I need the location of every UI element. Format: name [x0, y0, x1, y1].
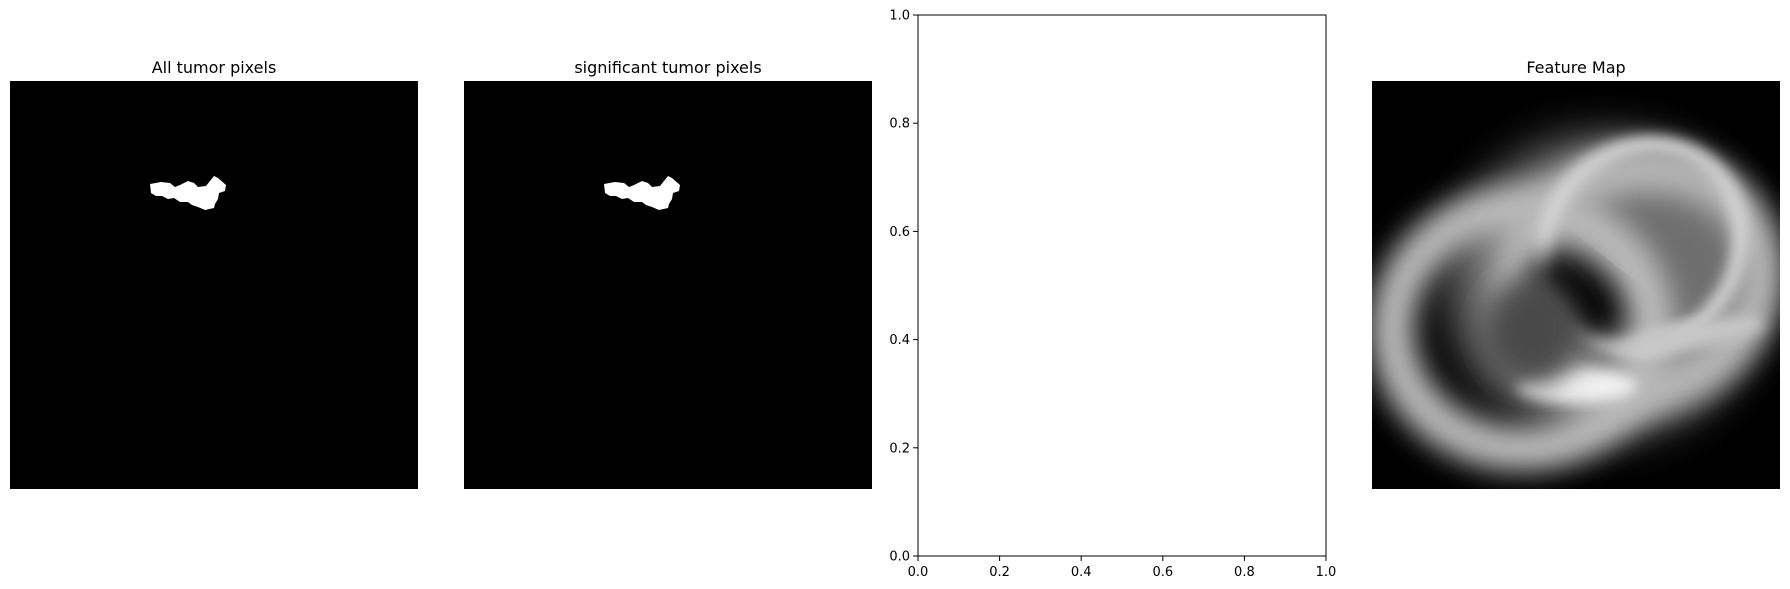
y-tick-label: 0.0 — [889, 550, 910, 565]
feature-left-interior — [1482, 276, 1582, 386]
image-all-tumor-pixels — [10, 81, 418, 489]
feature-streak — [1616, 317, 1764, 355]
image-feature-map — [1372, 81, 1780, 489]
tumor-blob — [604, 176, 680, 210]
axes-frame — [917, 14, 1327, 557]
significant-mask-svg — [464, 81, 872, 489]
y-tick-label: 1.0 — [889, 9, 910, 24]
y-tick-label: 0.2 — [889, 441, 910, 456]
x-tick-label: 0.8 — [1234, 565, 1255, 580]
y-tick-label: 0.4 — [889, 333, 910, 348]
y-tick-label: 0.6 — [889, 225, 910, 240]
tumor-blob — [150, 176, 226, 210]
x-tick-label: 0.2 — [989, 565, 1010, 580]
x-tick-label: 1.0 — [1316, 565, 1337, 580]
mask-background — [464, 81, 872, 489]
tumor-mask-svg — [10, 81, 418, 489]
y-axis: 0.0 0.2 0.4 0.6 0.8 1.0 — [889, 9, 918, 565]
panel-title-significant-tumor-pixels: significant tumor pixels — [574, 58, 762, 77]
panel-title-feature-map: Feature Map — [1526, 58, 1626, 77]
x-tick-label: 0.4 — [1071, 565, 1092, 580]
feature-map-svg — [1372, 81, 1780, 489]
mask-background — [10, 81, 418, 489]
y-tick-label: 0.8 — [889, 117, 910, 132]
image-significant-tumor-pixels — [464, 81, 872, 489]
feature-glow — [1372, 136, 1780, 471]
x-tick-label: 0.0 — [908, 565, 929, 580]
x-tick-label: 0.6 — [1152, 565, 1173, 580]
x-axis: 0.0 0.2 0.4 0.6 0.8 1.0 — [908, 556, 1337, 580]
panel-title-all-tumor-pixels: All tumor pixels — [151, 58, 277, 77]
